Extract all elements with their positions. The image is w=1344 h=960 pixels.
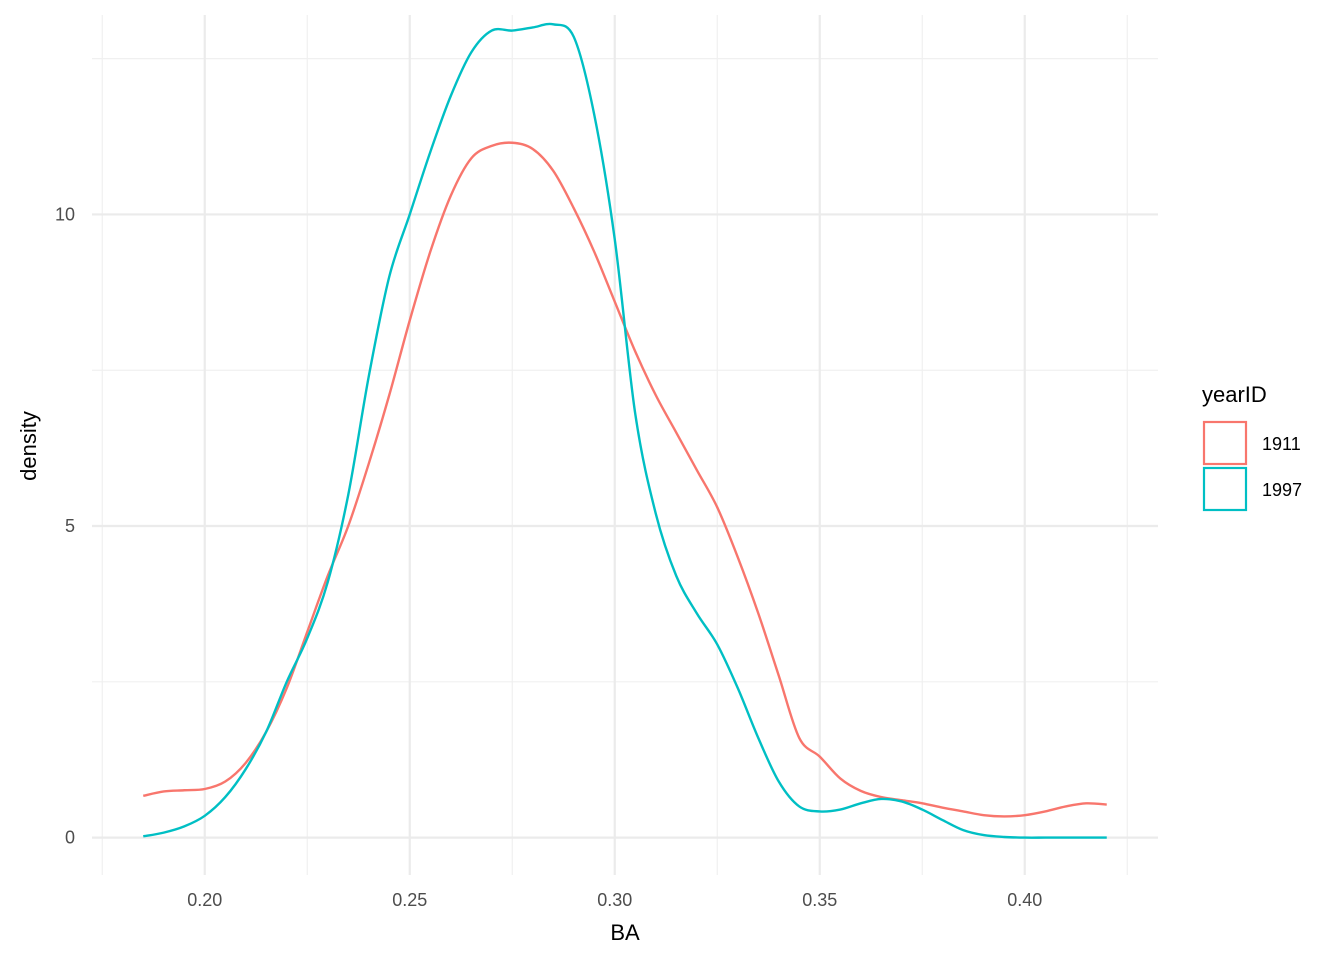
x-tick-label: 0.35 bbox=[802, 890, 837, 910]
legend-title: yearID bbox=[1202, 382, 1267, 407]
x-tick-label: 0.30 bbox=[597, 890, 632, 910]
y-tick-label: 10 bbox=[55, 204, 75, 224]
y-tick-label: 0 bbox=[65, 828, 75, 848]
x-tick-label: 0.40 bbox=[1007, 890, 1042, 910]
legend-key-1911 bbox=[1202, 420, 1248, 466]
legend-label-1997: 1997 bbox=[1262, 480, 1302, 500]
x-axis-tick-labels: 0.20 0.25 0.30 0.35 0.40 bbox=[187, 890, 1042, 910]
y-axis-title: density bbox=[16, 411, 41, 481]
x-tick-label: 0.25 bbox=[392, 890, 427, 910]
y-tick-label: 5 bbox=[65, 516, 75, 536]
minor-gridlines bbox=[92, 15, 1158, 875]
major-gridlines bbox=[92, 15, 1158, 875]
legend-label-1911: 1911 bbox=[1262, 434, 1301, 454]
density-line-1911 bbox=[142, 141, 1107, 818]
legend-key-1997 bbox=[1202, 466, 1248, 512]
x-axis-title: BA bbox=[610, 920, 640, 945]
y-axis-tick-labels: 0 5 10 bbox=[55, 204, 75, 847]
density-line-1997 bbox=[143, 22, 1107, 839]
legend: yearID 1911 1997 bbox=[1202, 382, 1302, 512]
density-series bbox=[142, 22, 1107, 839]
x-tick-label: 0.20 bbox=[187, 890, 222, 910]
